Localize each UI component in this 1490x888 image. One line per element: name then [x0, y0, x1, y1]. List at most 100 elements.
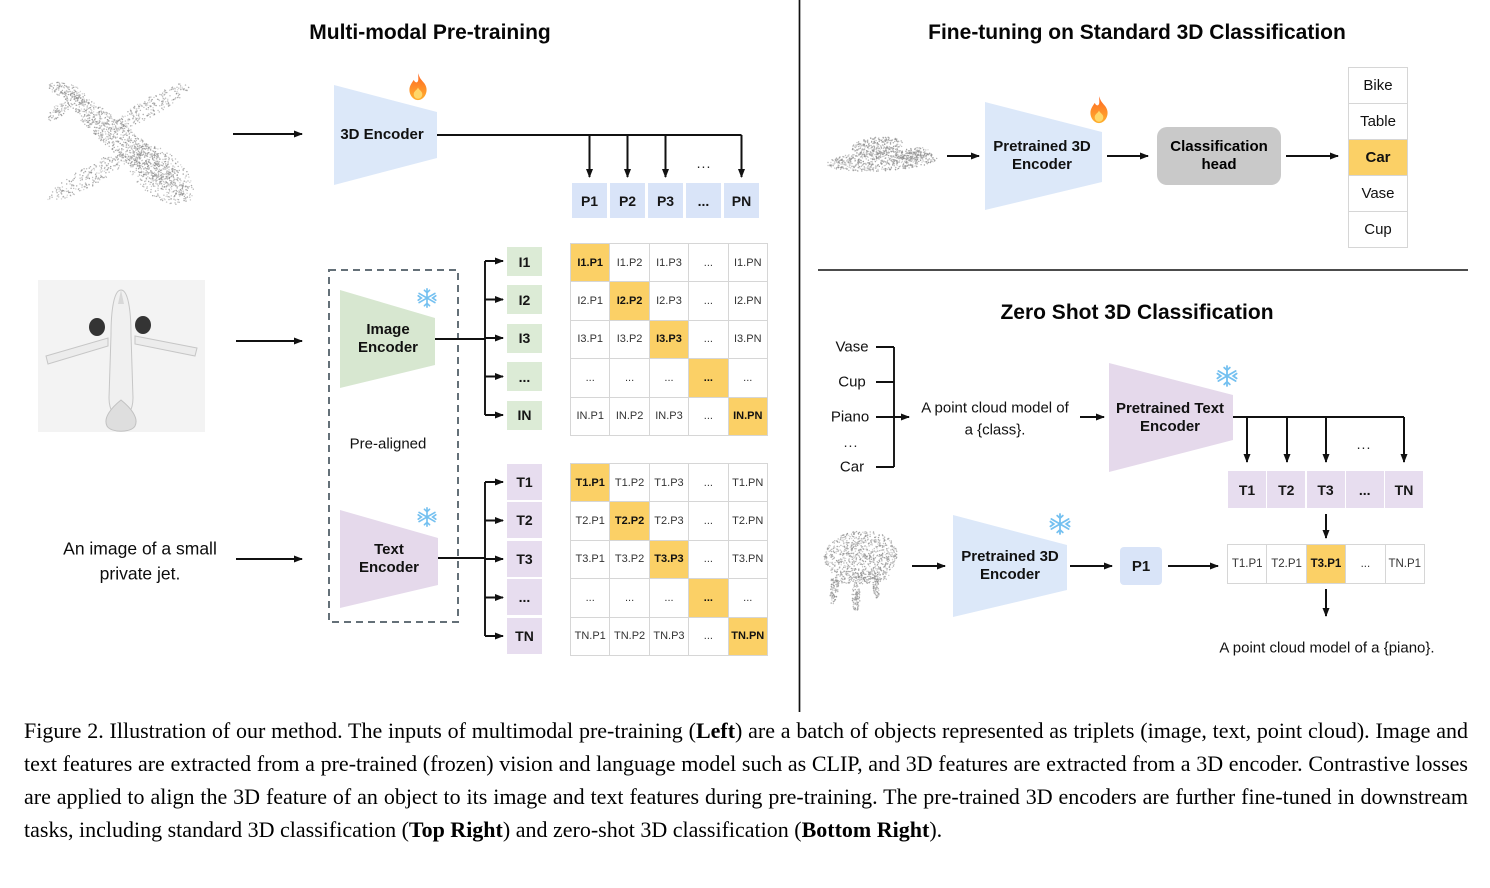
t-feature-col-cell: TN — [507, 617, 542, 654]
image-encoder-label: Image Encoder — [357, 321, 419, 356]
zs-text-encoder-label: Pretrained Text Encoder — [1115, 400, 1225, 435]
text-pointcloud-matrix-cell: T3.P2 — [610, 540, 650, 580]
image-pointcloud-matrix: I1.P1 I1.P2 I1.P3... I1.PN I2.P1 I2.P2 I2.P3..… — [570, 243, 768, 436]
text-pointcloud-matrix-cell: T3.P1 — [571, 540, 611, 580]
zs-class-label: Vase — [835, 338, 869, 356]
text-pointcloud-matrix-cell: TN.PN — [728, 617, 768, 656]
zs-similarity-row: T1.P1 T2.P1 T3.P1... TN.P1 — [1227, 544, 1425, 584]
zs-similarity-row-cell: ... — [1346, 545, 1386, 584]
image-pointcloud-matrix-cell: ... — [610, 359, 650, 398]
text-pointcloud-matrix-cell: T1.PN — [728, 464, 768, 503]
ft-encoder-label: Pretrained 3D Encoder — [993, 138, 1091, 173]
zs-output-text: A point cloud model of a {piano}. — [1219, 639, 1435, 657]
zs-t-feature-row-cell: ... — [1345, 471, 1384, 508]
image-pointcloud-matrix-cell: I2.PN — [728, 282, 768, 321]
image-pointcloud-matrix-cell: I3.P2 — [610, 320, 650, 360]
zs-class-label: Car — [839, 458, 865, 476]
text-pointcloud-matrix-cell: T2.P1 — [571, 502, 611, 541]
image-pointcloud-matrix-cell: ... — [689, 244, 729, 283]
image-pointcloud-matrix-cell: ... — [689, 282, 729, 321]
text-pointcloud-matrix-cell: TN.P2 — [610, 617, 650, 656]
zs-t-feature-row: T1 T2 T3... TN — [1228, 471, 1423, 508]
t-feature-col: T1 T2 T3... TN — [507, 464, 542, 654]
t-feature-col-cell: T3 — [507, 540, 542, 577]
zs-3d-encoder-shape — [953, 515, 1067, 617]
finetune-title: Fine-tuning on Standard 3D Classificatio… — [928, 21, 1346, 44]
zs-t-feature-row-cell: T1 — [1228, 471, 1266, 508]
prompt-line2: a {class}. — [964, 421, 1026, 439]
input-text-line2: private jet. — [99, 563, 181, 584]
text-pointcloud-matrix-cell: ... — [689, 502, 729, 541]
i-feature-col-cell: IN — [507, 400, 542, 430]
text-pointcloud-matrix-cell: T3.P3 — [649, 540, 690, 580]
zeroshot-title: Zero Shot 3D Classification — [1000, 301, 1274, 324]
image-pointcloud-matrix-cell: I3.P3 — [649, 320, 690, 360]
text-pointcloud-matrix-cell: T1.P2 — [610, 464, 650, 503]
p-feature-row-cell: P1 — [572, 183, 607, 218]
fire-icon — [405, 72, 431, 102]
input-text-line1: An image of a small — [63, 538, 217, 559]
car-point-cloud — [827, 136, 938, 172]
image-pointcloud-matrix-cell: I3.PN — [728, 320, 768, 360]
airplane-photo — [38, 280, 205, 432]
image-pointcloud-matrix-cell: ... — [649, 359, 690, 398]
airplane-point-cloud — [47, 81, 194, 205]
text-pointcloud-matrix-cell: ... — [689, 464, 729, 503]
figure-caption: Figure 2. Illustration of our method. Th… — [24, 718, 1468, 842]
text-pointcloud-matrix-cell: ... — [649, 579, 690, 618]
image-pointcloud-matrix-cell: I1.P1 — [571, 244, 611, 283]
classification-head-label: Classification head — [1170, 138, 1268, 173]
zs-similarity-row-cell: TN.P1 — [1385, 545, 1425, 584]
p-feature-row: P1 P2 P3... PN — [572, 183, 759, 218]
zs-class-ellipsis: ... — [843, 434, 859, 450]
image-pointcloud-matrix-cell: IN.P1 — [571, 397, 611, 436]
zs-t-feature-row-cell: TN — [1385, 471, 1423, 508]
prealigned-dashed-box — [328, 269, 459, 623]
arrows — [233, 130, 1408, 640]
p1-feature-box: P1 — [1120, 547, 1162, 585]
text-pointcloud-matrix-cell: TN.P3 — [649, 617, 690, 656]
image-pointcloud-matrix-cell: I1.P2 — [610, 244, 650, 283]
zs-similarity-row-cell: T1.P1 — [1228, 545, 1268, 584]
text-pointcloud-matrix-cell: ... — [571, 579, 611, 618]
i-feature-col-cell: I3 — [507, 323, 542, 353]
t-feature-col-cell: ... — [507, 579, 542, 616]
image-pointcloud-matrix-cell: ... — [728, 359, 768, 398]
zs-t-feature-row-cell: T3 — [1306, 471, 1345, 508]
diagram-lines — [233, 0, 1468, 712]
i-feature-col: I1 I2 I3... IN — [507, 247, 542, 430]
text-pointcloud-matrix-cell: ... — [728, 579, 768, 618]
text-pointcloud-matrix-cell: T2.P2 — [610, 502, 650, 541]
zs-t-feature-row-cell: T2 — [1267, 471, 1306, 508]
image-pointcloud-matrix-cell: ... — [689, 359, 729, 398]
class-list: Bike Table Car Vase Cup — [1348, 67, 1408, 248]
prealigned-label: Pre-aligned — [349, 435, 427, 453]
snowflake-icon — [1215, 364, 1239, 388]
text-pointcloud-matrix-cell: ... — [689, 579, 729, 618]
text-pointcloud-matrix-cell: ... — [689, 540, 729, 580]
p-feature-row-cell: PN — [724, 183, 759, 218]
p-feature-row-cell: P2 — [610, 183, 645, 218]
class-list-cell: Table — [1349, 104, 1408, 140]
image-encoder-shape — [340, 290, 435, 388]
image-pointcloud-matrix-cell: I2.P3 — [649, 282, 690, 321]
pn-ellipsis: ... — [696, 155, 712, 171]
image-pointcloud-matrix-cell: I3.P1 — [571, 320, 611, 360]
i-feature-col-cell: I1 — [507, 247, 542, 276]
i-feature-col-cell: I2 — [507, 285, 542, 315]
snowflake-icon — [416, 506, 438, 528]
class-list-cell: Vase — [1349, 176, 1408, 212]
t-feature-col-cell: T1 — [507, 464, 542, 500]
t-feature-col-cell: T2 — [507, 502, 542, 539]
text-pointcloud-matrix-cell: TN.P1 — [571, 617, 611, 656]
p-feature-row-cell: P3 — [648, 183, 683, 218]
class-list-cell: Bike — [1349, 68, 1408, 104]
image-pointcloud-matrix-cell: I1.PN — [728, 244, 768, 283]
text-pointcloud-matrix-cell: ... — [689, 617, 729, 656]
zs-3d-encoder-label: Pretrained 3D Encoder — [961, 548, 1059, 583]
image-pointcloud-matrix-cell: IN.PN — [728, 397, 768, 436]
image-pointcloud-matrix-cell: ... — [571, 359, 611, 398]
snowflake-icon — [1048, 512, 1072, 536]
image-pointcloud-matrix-cell: ... — [689, 320, 729, 360]
